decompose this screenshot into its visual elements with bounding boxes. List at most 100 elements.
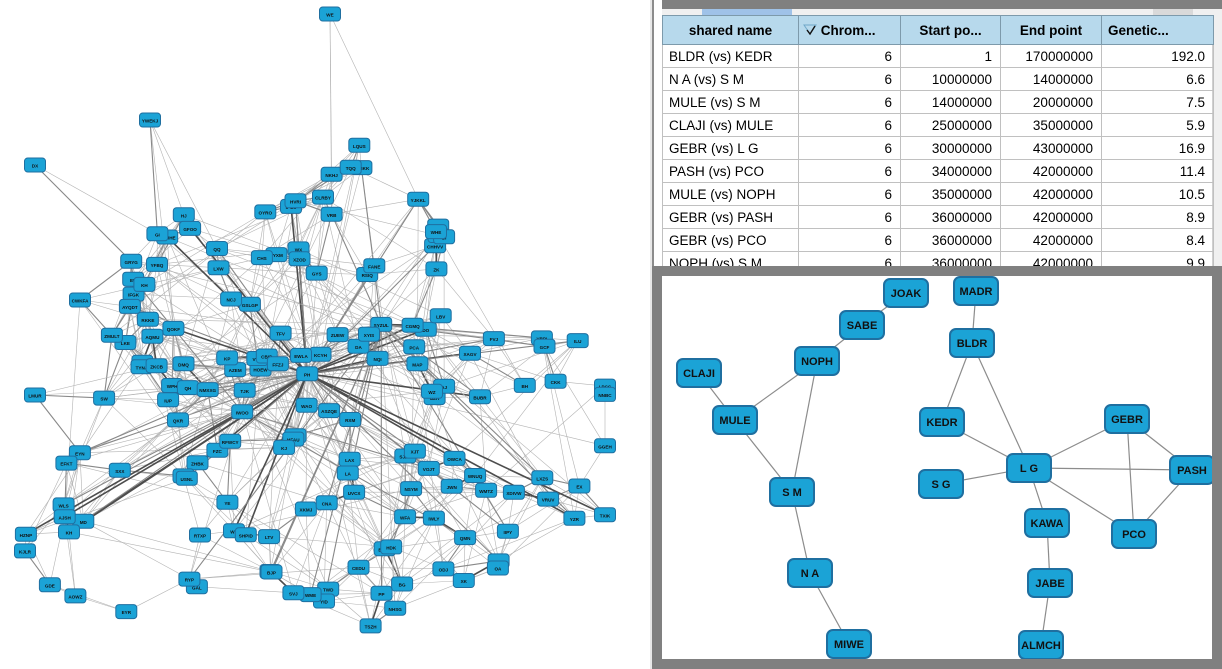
svg-text:YZR: YZR <box>570 517 580 522</box>
svg-text:RSIQ: RSIQ <box>362 273 374 278</box>
svg-text:NHSG: NHSG <box>389 607 403 612</box>
svg-text:TXIK: TXIK <box>600 513 611 518</box>
svg-text:OA: OA <box>494 567 502 572</box>
svg-text:CHS: CHS <box>257 256 267 261</box>
svg-text:XK: XK <box>461 579 468 584</box>
svg-text:IFGK: IFGK <box>128 293 140 298</box>
svg-text:XDIVW: XDIVW <box>506 491 522 496</box>
svg-text:KEDR: KEDR <box>926 417 957 429</box>
svg-text:GI: GI <box>155 232 160 237</box>
svg-text:DA: DA <box>355 345 362 350</box>
svg-text:EWLA: EWLA <box>294 354 308 359</box>
svg-text:XAGV: XAGV <box>463 352 477 357</box>
svg-text:LXW: LXW <box>213 266 224 271</box>
svg-text:TQQ: TQQ <box>346 166 356 171</box>
svg-text:TSZH: TSZH <box>365 625 378 630</box>
svg-text:KJLR: KJLR <box>19 550 32 555</box>
svg-text:CEDU: CEDU <box>352 566 366 571</box>
svg-text:SVJ: SVJ <box>289 591 298 596</box>
svg-text:DMQ: DMQ <box>178 362 189 367</box>
svg-text:QH: QH <box>184 386 192 391</box>
svg-text:CLRBY: CLRBY <box>315 196 331 201</box>
svg-text:HVRI: HVRI <box>290 199 301 204</box>
svg-text:CKK: CKK <box>551 380 562 385</box>
svg-text:ZHBK: ZHBK <box>191 461 204 466</box>
svg-text:WFA: WFA <box>400 515 411 520</box>
svg-text:BLDR: BLDR <box>957 338 988 350</box>
svg-text:NSYM: NSYM <box>404 487 417 492</box>
svg-text:VOJT: VOJT <box>423 467 435 472</box>
svg-text:AQMU: AQMU <box>145 335 160 340</box>
svg-text:HJ: HJ <box>181 213 187 218</box>
svg-text:RKKE: RKKE <box>141 318 154 323</box>
svg-text:AOWZ: AOWZ <box>68 595 82 600</box>
svg-text:N A: N A <box>801 568 820 580</box>
svg-text:MIWE: MIWE <box>834 639 864 651</box>
svg-text:FANE: FANE <box>368 264 380 269</box>
svg-text:IIPY: IIPY <box>504 530 513 535</box>
svg-text:YJKKL: YJKKL <box>411 198 426 203</box>
svg-text:GCF: GCF <box>540 345 550 350</box>
svg-text:QQ: QQ <box>213 247 221 252</box>
svg-text:ODJ: ODJ <box>439 568 449 573</box>
svg-text:NCJ: NCJ <box>226 298 236 303</box>
svg-text:JABE: JABE <box>1035 578 1064 590</box>
svg-text:ASZQE: ASZQE <box>321 409 337 414</box>
svg-text:IWOO: IWOO <box>236 410 249 415</box>
svg-text:LQUS: LQUS <box>353 144 366 149</box>
svg-text:QKR: QKR <box>173 419 184 424</box>
svg-text:AJSH: AJSH <box>59 515 72 520</box>
svg-text:LAX: LAX <box>345 458 355 463</box>
svg-text:RTXP: RTXP <box>194 534 206 539</box>
svg-text:LA: LA <box>345 472 352 477</box>
svg-text:KCYH: KCYH <box>314 353 328 358</box>
svg-text:VRUV: VRUV <box>542 498 556 503</box>
svg-text:KJ: KJ <box>281 446 287 451</box>
svg-text:PCA: PCA <box>409 345 419 350</box>
svg-text:L G: L G <box>1020 463 1038 475</box>
svg-text:AYQDT: AYQDT <box>122 305 138 310</box>
svg-text:JOAK: JOAK <box>891 288 922 300</box>
svg-text:GEBR: GEBR <box>1111 414 1143 426</box>
svg-text:WPH: WPH <box>167 384 178 389</box>
svg-text:EYR: EYR <box>122 610 132 615</box>
svg-text:LKE: LKE <box>121 341 130 346</box>
svg-text:AZEM: AZEM <box>229 368 242 373</box>
svg-text:QMN: QMN <box>460 536 471 541</box>
svg-text:KH: KH <box>141 283 148 288</box>
svg-text:ZKCB: ZKCB <box>150 364 163 369</box>
svg-text:GFOO: GFOO <box>183 227 197 232</box>
svg-text:RFWCY: RFWCY <box>222 440 239 445</box>
svg-text:ALMCH: ALMCH <box>1021 640 1061 652</box>
svg-text:LTV: LTV <box>265 535 274 540</box>
svg-text:BUBR: BUBR <box>473 395 487 400</box>
svg-text:NOPH: NOPH <box>801 356 833 368</box>
svg-text:ZUEW: ZUEW <box>331 333 345 338</box>
svg-text:CWKFA: CWKFA <box>72 299 90 304</box>
svg-text:CLAJI: CLAJI <box>683 368 715 380</box>
svg-text:BG: BG <box>399 583 406 588</box>
svg-text:BH: BH <box>521 384 528 389</box>
svg-text:XYIS: XYIS <box>364 333 374 338</box>
svg-text:VRB: VRB <box>327 213 337 218</box>
svg-text:S G: S G <box>932 479 951 491</box>
svg-text:GDE: GDE <box>45 583 55 588</box>
svg-text:UVCX: UVCX <box>348 491 362 496</box>
svg-text:MADR: MADR <box>960 286 993 298</box>
svg-text:TFV: TFV <box>276 332 286 337</box>
svg-text:LMUR: LMUR <box>28 394 42 399</box>
svg-text:MD: MD <box>80 520 88 525</box>
svg-text:YFBQ: YFBQ <box>151 263 164 268</box>
svg-text:WE: WE <box>326 13 333 18</box>
svg-text:CGMQ: CGMQ <box>405 324 420 329</box>
svg-text:GYS: GYS <box>312 272 322 277</box>
svg-text:USNL: USNL <box>181 477 194 482</box>
svg-text:HOEW: HOEW <box>253 368 268 373</box>
svg-text:RXM: RXM <box>345 418 355 423</box>
svg-text:PP: PP <box>378 592 384 597</box>
svg-text:NMXXG: NMXXG <box>199 388 216 393</box>
svg-text:LXZS: LXZS <box>536 476 548 481</box>
svg-text:IUP: IUP <box>164 398 172 403</box>
svg-text:NNBC: NNBC <box>598 393 612 398</box>
svg-text:PASH: PASH <box>1177 465 1207 477</box>
